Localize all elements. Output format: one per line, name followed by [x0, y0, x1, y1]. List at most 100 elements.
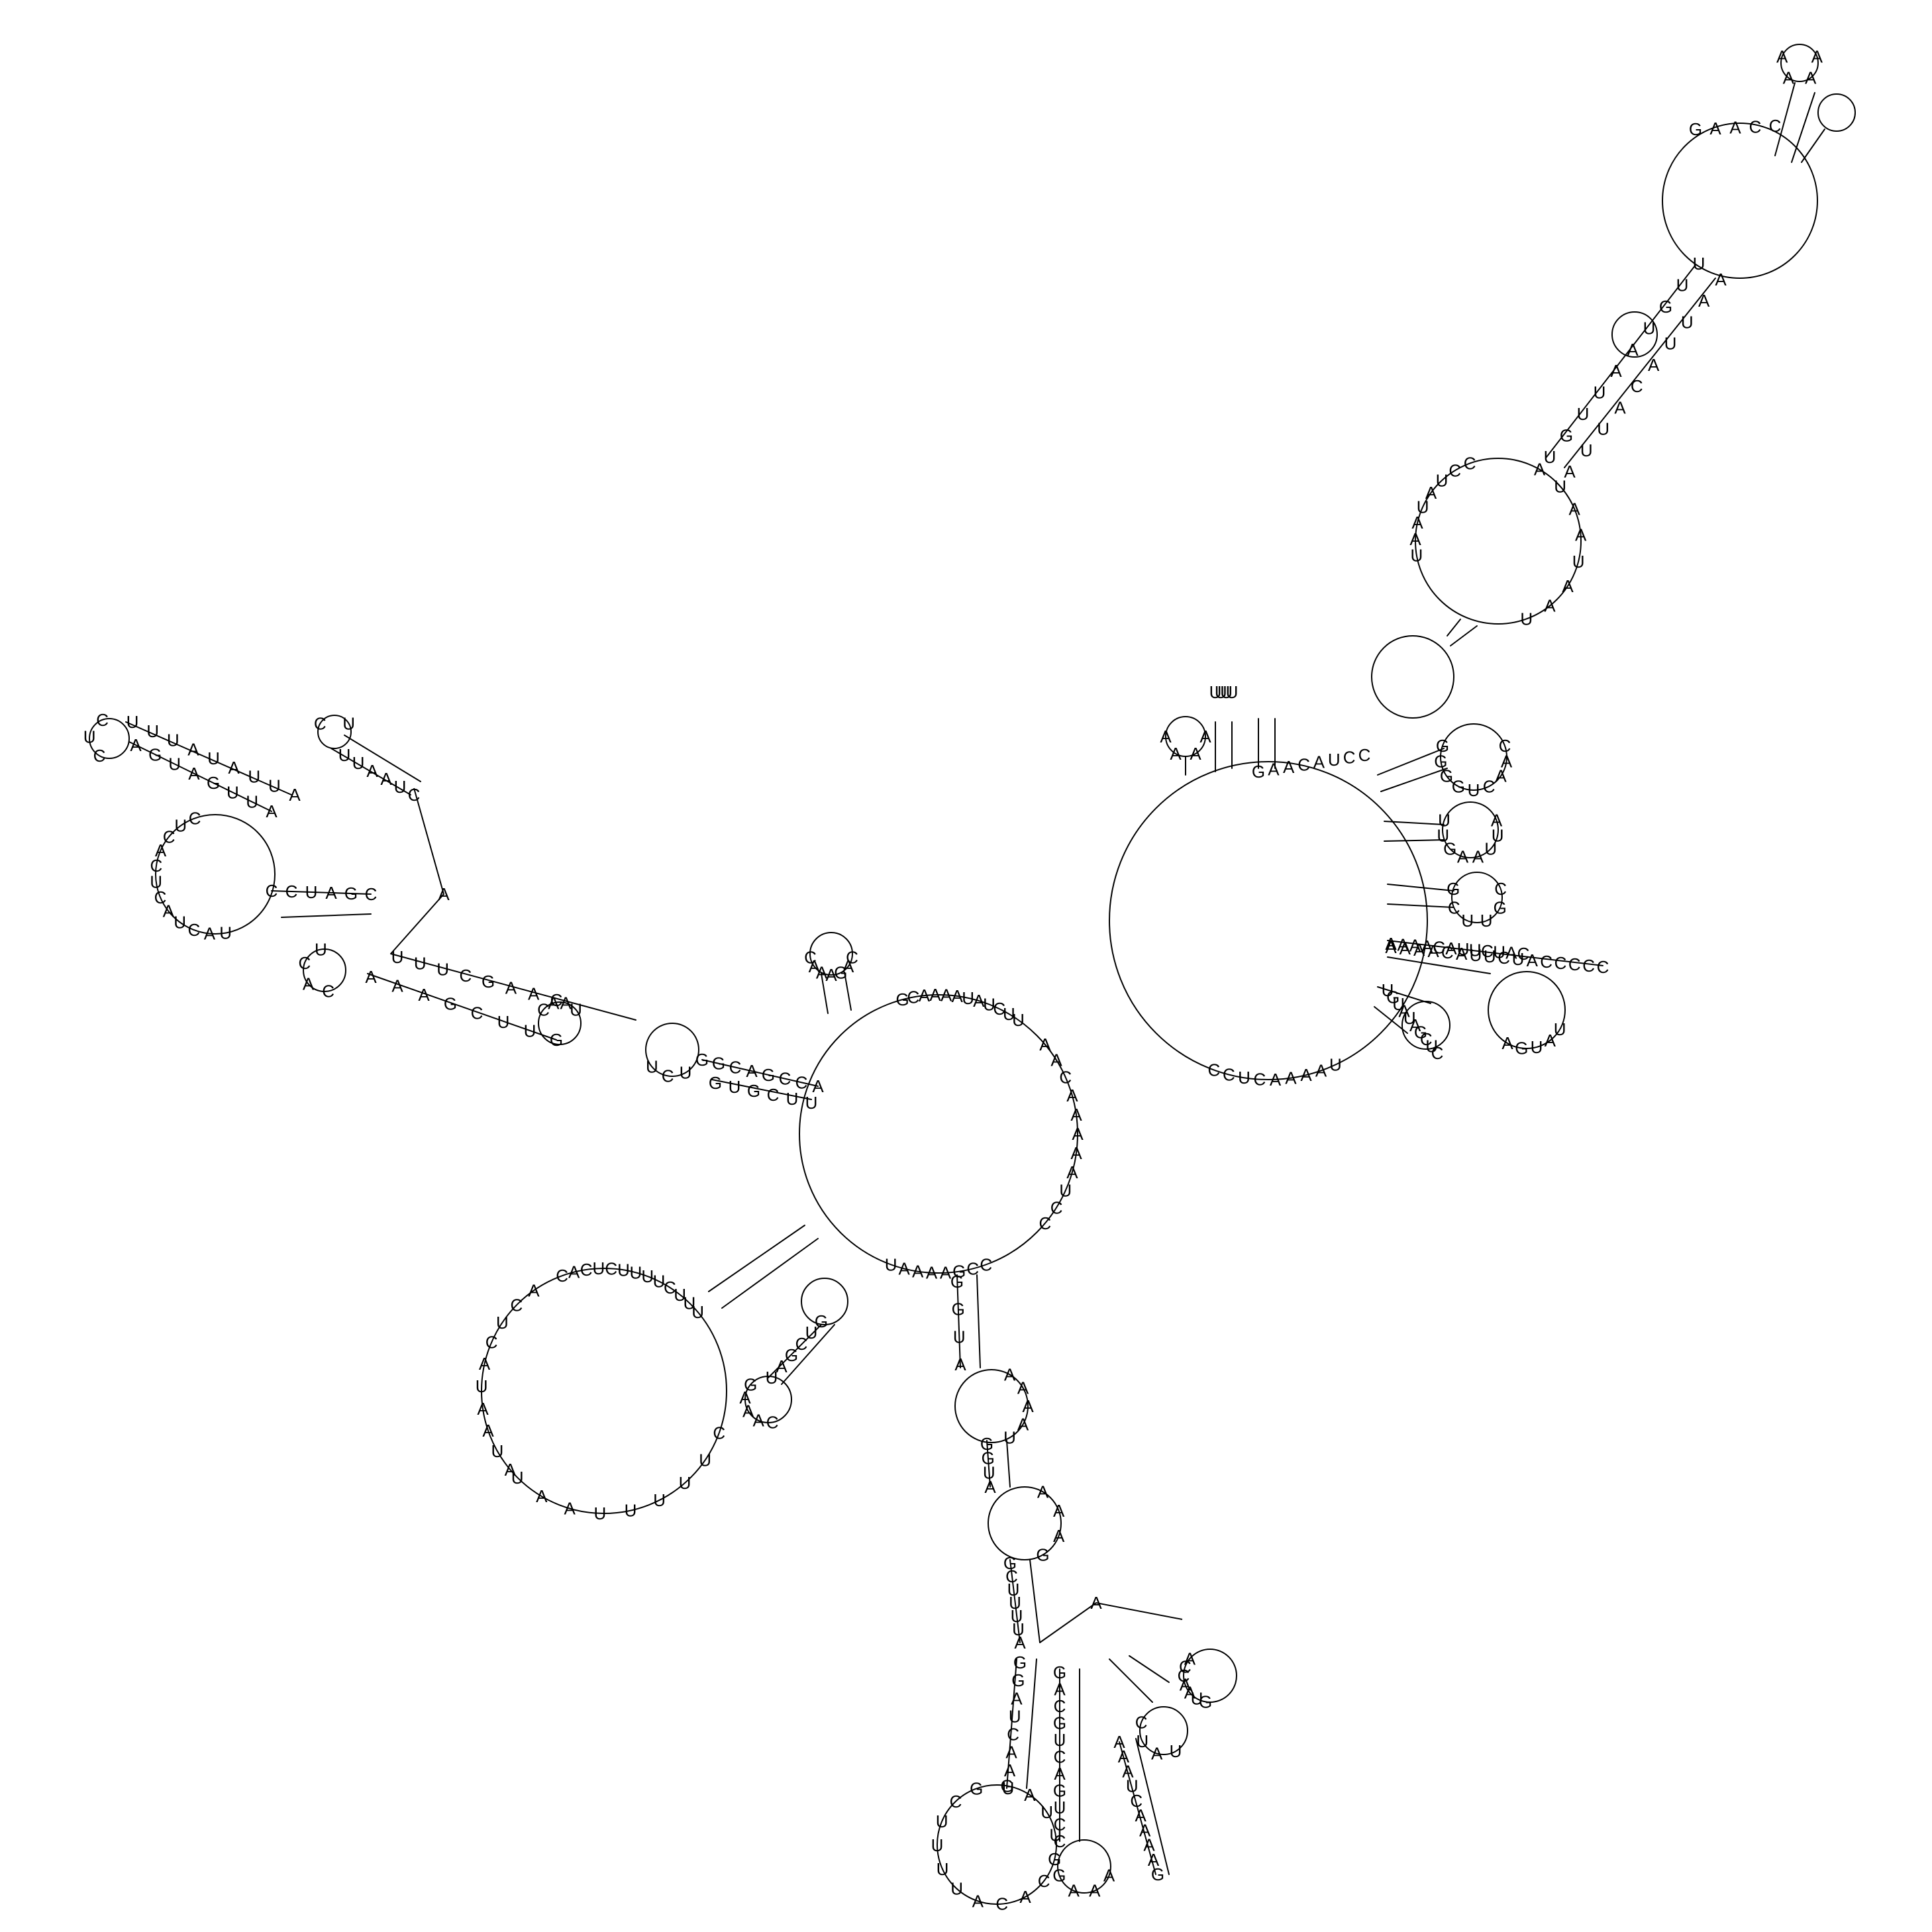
bottom-interior-2-nt-3: G [1036, 1545, 1049, 1565]
upper-right-stack-3-nt-0: G [1447, 879, 1460, 899]
top-arm-interior-ring [1371, 635, 1454, 719]
bottom-stem-1-nt-1: G [952, 1299, 965, 1319]
lower-left-hairpin-ring [744, 1376, 792, 1423]
lower-left-hairpin-nt-2: A [742, 1401, 754, 1421]
bottom-stem-mid-nt-9: C [1054, 1815, 1066, 1835]
lower-left-stem-nt-0: U [766, 1368, 778, 1388]
top-arm-big-loop-right-nt-1: U [1554, 476, 1566, 496]
upper-right-hairpin-a: AA AA [1160, 727, 1211, 764]
upper-right-hairpin-long-nt-2: A [1413, 940, 1425, 960]
lower-left-loop-top-nt-5: U [617, 1260, 630, 1280]
left-far-big-loop-nt-9: C [188, 920, 201, 940]
top-arm-big-loop-left-nt-4: U [1417, 497, 1429, 517]
bottom-interior-2-nt-2: A [1053, 1526, 1065, 1546]
bottom-lone-nt: A [1090, 1593, 1102, 1613]
top-arm-mid-ring [1611, 311, 1658, 358]
left-upper-stem-nt-4: U [394, 777, 407, 797]
bottom-stem-mid-nt-3: G [1053, 1713, 1066, 1733]
upper-right-hairpin-long-nt-7: U [1484, 946, 1496, 966]
left-long-stem-lower-nt-3: G [444, 994, 457, 1014]
upper-right-hub-outer-nt-4: A [1270, 1070, 1282, 1090]
lower-left-loop-top-nt-9: C [664, 1278, 676, 1297]
upper-right-stack-3-nt-2: U [1461, 911, 1474, 931]
top-arm-big-loop-right-nt-6: A [1544, 596, 1556, 616]
upper-right-stack-3-nt-1: C [1448, 898, 1460, 918]
left-far-stem-lower-nt-7: A [266, 801, 278, 821]
bottom-big-loop-nt-4: G [1048, 1849, 1061, 1869]
bottom-stem-2-nt-3: A [984, 1477, 996, 1497]
left-long-stem-lower-nt-4: C [471, 1003, 483, 1023]
bottom-big-loop-nt-9: U [950, 1879, 963, 1899]
bottom-stem-left-nt-3: U [1009, 1706, 1021, 1726]
left-far-big-loop-nt-2: C [163, 827, 176, 846]
left-interior-loop: CA AU [537, 993, 582, 1019]
upper-right-stack-2-nt-7: A [1491, 811, 1503, 831]
bottom-stem-right-nt-9: G [1151, 1864, 1164, 1884]
bottom-big-ring [937, 1784, 1057, 1905]
left-interior-loop-nt-1: A [548, 993, 560, 1013]
center-multiloop-right-nt-10: C [1039, 1213, 1052, 1233]
top-arm-big-loop-left-nt-7: U [1411, 546, 1423, 566]
top-arm-stem-right-nt-4: C [1631, 376, 1643, 396]
upper-right-hairpin-long-nt-1: A [1399, 939, 1411, 958]
center-left-stem-upper-nt-6: C [795, 1072, 808, 1092]
bottom-big-loop-nt-11: U [931, 1835, 944, 1855]
lower-left-loop-bottom-nt-2: A [564, 1499, 576, 1519]
lower-left-loop-left-nt-6: A [477, 1399, 489, 1419]
upper-right-stack-4-nt-0: A [1385, 934, 1397, 954]
bottom-stem-right-nt-0: A [1113, 1732, 1125, 1752]
top-arm-loop-nt-0: G [1689, 119, 1702, 139]
left-interior-loop-nt-3: U [570, 999, 582, 1019]
bottom-big-loop-nt-3: U [1049, 1825, 1062, 1845]
bottom-stem-mid-nt-8: U [1054, 1798, 1066, 1817]
upper-right-hairpin-long-nt-9: U [1512, 949, 1525, 969]
upper-right-stack-4-nt-2: A [1409, 936, 1421, 956]
center-hairpin-top-nt-5: A [842, 956, 854, 976]
upper-right-hub-outer-nt-6: A [1300, 1065, 1312, 1085]
center-multiloop-right-nt-5: A [1072, 1124, 1084, 1144]
top-arm-stem-left-nt-7: G [1659, 297, 1672, 317]
top-arm-stem-right-nt-7: U [1681, 312, 1694, 332]
left-far-stem-upper-nt-1: U [146, 721, 159, 741]
bottom-hairpin-bottom-nt-0: G [1052, 1866, 1066, 1886]
bottom-interior-1-nt-3: A [1017, 1415, 1029, 1435]
apex-hairpin-ring-b [1817, 93, 1856, 132]
bottom-stem-left-nt-6: A [1004, 1760, 1016, 1780]
top-arm-stem-right-nt-9: A [1715, 270, 1727, 289]
left-mid-stack-nt-5: C [365, 884, 378, 904]
center-multiloop-bottom-nt-7: C [980, 1254, 992, 1274]
ur-hairpin-ring-2 [1442, 801, 1499, 858]
center-hairpin-top-nt-4: G [834, 963, 847, 983]
bottom-loop-small-nt-1: A [1151, 1744, 1163, 1764]
top-arm-stem-left-nt-1: G [1560, 426, 1573, 446]
bottom-stem-left-nt-4: C [1007, 1725, 1019, 1745]
top-arm-stem-left-nt-9: U [1693, 254, 1705, 274]
upper-right-stack-2: UUG A A UUA [1437, 811, 1503, 867]
left-long-stem-lower-nt-6: U [524, 1021, 536, 1041]
bottom-big-loop-nt-7: C [995, 1894, 1008, 1914]
center-multiloop-right-nt-6: A [1070, 1143, 1082, 1163]
bottom-hairpin-right-nt-4: A [1184, 1683, 1196, 1703]
left-upper-stem-nt-1: U [352, 753, 365, 773]
left-small-hairpin: UCA C [299, 940, 334, 1001]
top-arm-stem-left-nt-2: U [1577, 404, 1590, 424]
upper-right-hub-top-nt-6: C [1343, 748, 1356, 768]
left-far-big-loop-nt-10: A [204, 924, 216, 944]
left-small-hairpin-ring [303, 948, 346, 992]
upper-right-hub-outer-nt-1: C [1223, 1065, 1235, 1085]
bottom-hairpin-right-nt-5: U [1191, 1689, 1203, 1709]
lower-left-loop-bottom-nt-6: U [679, 1473, 691, 1493]
upper-right-stack-4-nt-11: C [1517, 944, 1530, 964]
bottom-interior-ring-1 [954, 1369, 1029, 1443]
top-apex-big-ring [1662, 123, 1818, 279]
bottom-stem-mid-nt-6: A [1054, 1764, 1066, 1784]
center-multiloop-right-nt-9: C [1050, 1197, 1063, 1217]
